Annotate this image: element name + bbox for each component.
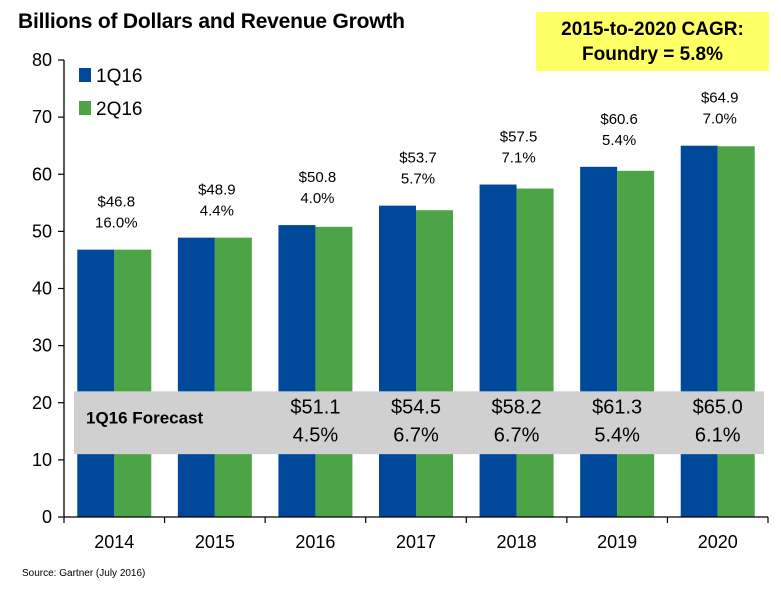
data-label-growth-2019: 5.4% [602, 132, 636, 149]
y-tick-label-10: 10 [32, 450, 52, 470]
bar-2q16-2020 [717, 146, 755, 518]
data-label-value-2015: $48.9 [198, 182, 236, 199]
data-label-value-2014: $46.8 [98, 194, 136, 211]
y-tick-label-0: 0 [42, 507, 52, 527]
forecast-growth-2019: 5.4% [594, 424, 640, 446]
forecast-growth-2018: 6.7% [494, 424, 540, 446]
forecast-band [74, 391, 764, 455]
y-tick-label-30: 30 [32, 336, 52, 356]
cagr-callout: 2015-to-2020 CAGR: Foundry = 5.8% [536, 12, 769, 71]
forecast-value-2019: $61.3 [592, 396, 642, 418]
data-label-value-2016: $50.8 [299, 169, 337, 186]
bar-1q16-2014 [77, 249, 115, 517]
forecast-value-2016: $51.1 [290, 396, 340, 418]
forecast-value-2017: $54.5 [391, 396, 441, 418]
legend-swatch-2q16 [79, 101, 91, 115]
x-tick-label-2014: 2014 [94, 532, 134, 552]
bar-1q16-2019 [580, 166, 618, 518]
chart-title: Billions of Dollars and Revenue Growth [18, 10, 405, 33]
data-label-growth-2017: 5.7% [401, 171, 435, 188]
bar-2q16-2016 [315, 226, 353, 517]
y-tick-label-60: 60 [32, 164, 52, 184]
data-label-growth-2020: 7.0% [703, 111, 737, 128]
bar-1q16-2015 [177, 237, 215, 517]
data-label-value-2018: $57.5 [500, 129, 538, 146]
y-tick-label-70: 70 [32, 107, 52, 127]
bar-1q16-2020 [680, 145, 718, 517]
bar-2q16-2015 [214, 237, 252, 517]
bar-1q16-2016 [278, 225, 316, 517]
x-tick-label-2015: 2015 [195, 532, 235, 552]
bar-2q16-2017 [416, 210, 453, 517]
forecast-band-label: 1Q16 Forecast [86, 408, 204, 427]
cagr-line-2: Foundry = 5.8% [582, 44, 723, 65]
bar-1q16-2017 [379, 205, 416, 517]
data-label-growth-2016: 4.0% [300, 190, 334, 207]
data-label-growth-2014: 16.0% [95, 215, 138, 232]
forecast-value-2018: $58.2 [492, 396, 542, 418]
data-label-value-2019: $60.6 [600, 111, 638, 128]
x-tick-label-2017: 2017 [396, 532, 436, 552]
bar-2q16-2019 [617, 170, 655, 517]
data-label-growth-2018: 7.1% [501, 150, 535, 167]
cagr-line-1: 2015-to-2020 CAGR: [561, 19, 744, 40]
legend-swatch-1q16 [79, 68, 91, 82]
bar-2q16-2018 [516, 188, 554, 517]
data-label-value-2017: $53.7 [399, 150, 437, 167]
forecast-growth-2020: 6.1% [695, 424, 741, 446]
forecast-growth-2016: 4.5% [293, 424, 339, 446]
legend-label-1q16: 1Q16 [96, 66, 142, 87]
source-note: Source: Gartner (July 2016) [22, 568, 146, 579]
y-tick-label-20: 20 [32, 393, 52, 413]
legend-label-2q16: 2Q16 [96, 99, 142, 120]
data-label-growth-2015: 4.4% [200, 203, 234, 220]
x-tick-label-2016: 2016 [295, 532, 335, 552]
bar-1q16-2018 [479, 184, 517, 517]
forecast-growth-2017: 6.7% [393, 424, 439, 446]
y-tick-label-40: 40 [32, 279, 52, 299]
x-tick-label-2019: 2019 [597, 532, 637, 552]
x-tick-label-2020: 2020 [698, 532, 738, 552]
y-tick-label-80: 80 [32, 50, 52, 70]
forecast-value-2020: $65.0 [693, 396, 743, 418]
bar-2q16-2014 [114, 249, 152, 517]
bar-chart: 1Q16 Forecast $51.1 4.5% $54.5 6.7% $58.2 6.7%… [32, 50, 769, 552]
data-label-value-2020: $64.9 [701, 90, 739, 107]
y-tick-label-50: 50 [32, 221, 52, 241]
x-tick-label-2018: 2018 [497, 532, 537, 552]
